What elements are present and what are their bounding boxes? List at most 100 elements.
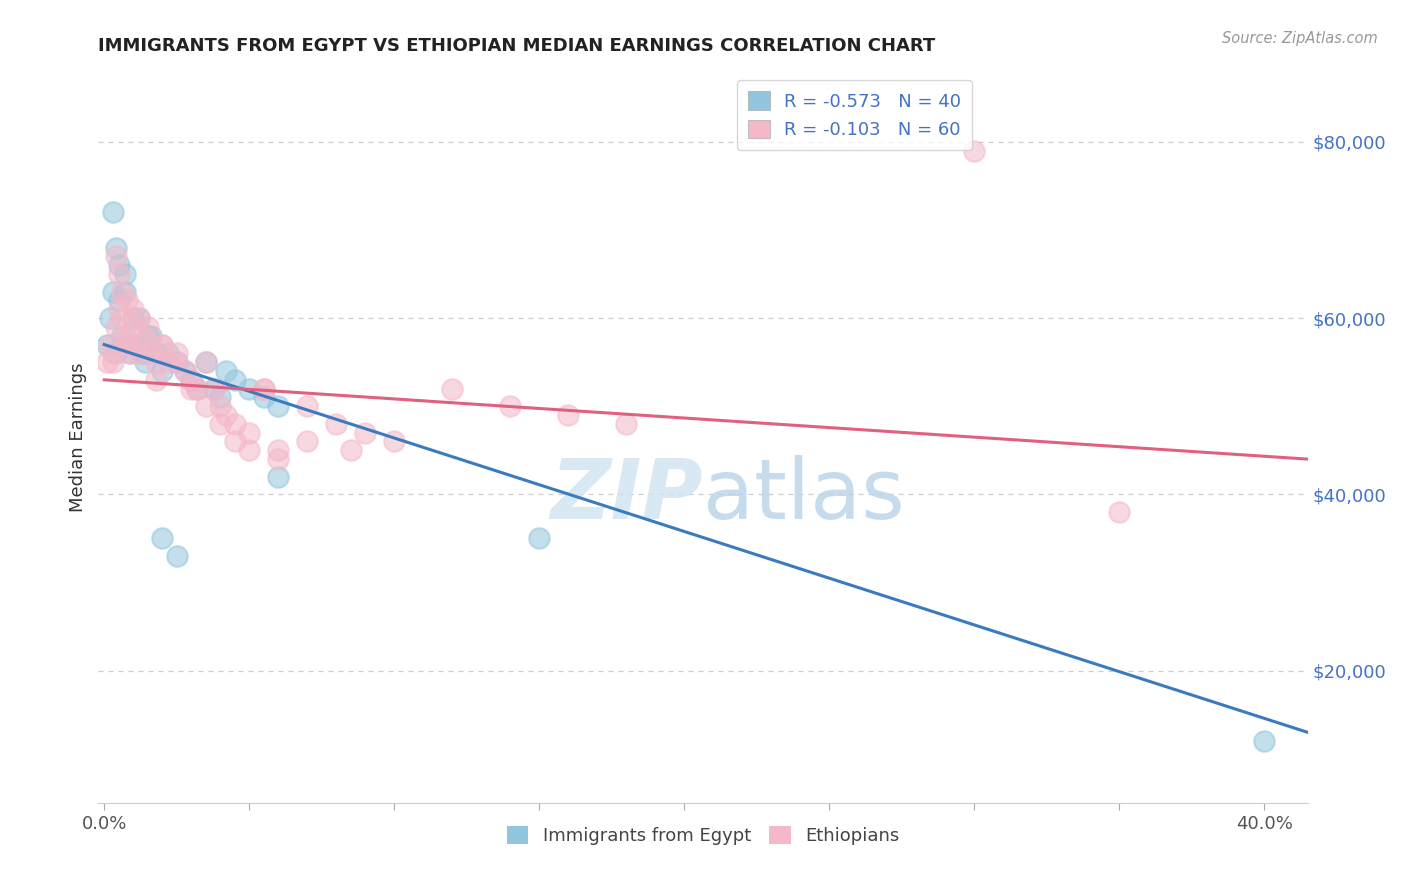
- Point: [131, 328, 153, 343]
- Point: [156, 346, 179, 360]
- Point: [202, 382, 225, 396]
- Point: [101, 346, 124, 360]
- Point: [253, 391, 276, 405]
- Point: [224, 373, 246, 387]
- Point: [166, 355, 188, 369]
- Point: [253, 382, 276, 396]
- Point: [107, 258, 129, 272]
- Point: [441, 382, 464, 396]
- Point: [117, 293, 139, 308]
- Point: [295, 434, 318, 449]
- Point: [98, 337, 121, 351]
- Point: [134, 355, 156, 369]
- Point: [136, 328, 159, 343]
- Point: [963, 144, 986, 158]
- Point: [267, 443, 290, 458]
- Point: [145, 346, 167, 360]
- Point: [128, 311, 150, 326]
- Point: [104, 241, 127, 255]
- Point: [96, 355, 118, 369]
- Point: [110, 285, 132, 299]
- Text: IMMIGRANTS FROM EGYPT VS ETHIOPIAN MEDIAN EARNINGS CORRELATION CHART: IMMIGRANTS FROM EGYPT VS ETHIOPIAN MEDIA…: [98, 37, 935, 54]
- Point: [209, 391, 232, 405]
- Point: [139, 346, 162, 360]
- Point: [128, 346, 150, 360]
- Point: [194, 399, 217, 413]
- Point: [614, 417, 637, 431]
- Point: [557, 408, 579, 422]
- Point: [339, 443, 361, 458]
- Point: [122, 320, 145, 334]
- Text: atlas: atlas: [703, 455, 904, 536]
- Point: [150, 364, 173, 378]
- Point: [131, 346, 153, 360]
- Point: [128, 311, 150, 326]
- Point: [122, 311, 145, 326]
- Point: [107, 302, 129, 317]
- Point: [267, 399, 290, 413]
- Point: [295, 399, 318, 413]
- Point: [224, 417, 246, 431]
- Point: [110, 328, 132, 343]
- Point: [1253, 734, 1275, 748]
- Point: [202, 382, 225, 396]
- Point: [150, 337, 173, 351]
- Point: [238, 443, 260, 458]
- Point: [382, 434, 405, 449]
- Point: [527, 532, 550, 546]
- Point: [186, 382, 208, 396]
- Point: [114, 337, 136, 351]
- Point: [186, 382, 208, 396]
- Point: [104, 346, 127, 360]
- Point: [117, 337, 139, 351]
- Point: [110, 311, 132, 326]
- Point: [104, 249, 127, 263]
- Point: [101, 285, 124, 299]
- Point: [101, 355, 124, 369]
- Point: [114, 285, 136, 299]
- Point: [107, 267, 129, 281]
- Point: [1108, 505, 1130, 519]
- Point: [166, 549, 188, 563]
- Point: [122, 302, 145, 317]
- Point: [98, 311, 121, 326]
- Point: [209, 417, 232, 431]
- Point: [150, 337, 173, 351]
- Point: [238, 382, 260, 396]
- Point: [180, 382, 202, 396]
- Point: [174, 364, 197, 378]
- Point: [174, 364, 197, 378]
- Point: [180, 373, 202, 387]
- Point: [325, 417, 347, 431]
- Point: [253, 382, 276, 396]
- Point: [194, 355, 217, 369]
- Point: [180, 373, 202, 387]
- Text: ZIP: ZIP: [550, 455, 703, 536]
- Point: [194, 355, 217, 369]
- Point: [499, 399, 522, 413]
- Point: [209, 399, 232, 413]
- Point: [114, 267, 136, 281]
- Y-axis label: Median Earnings: Median Earnings: [69, 362, 87, 512]
- Point: [145, 355, 167, 369]
- Point: [104, 320, 127, 334]
- Point: [139, 328, 162, 343]
- Point: [150, 532, 173, 546]
- Point: [145, 373, 167, 387]
- Point: [96, 337, 118, 351]
- Point: [120, 346, 142, 360]
- Point: [354, 425, 377, 440]
- Point: [136, 320, 159, 334]
- Point: [215, 408, 238, 422]
- Point: [117, 337, 139, 351]
- Legend: Immigrants from Egypt, Ethiopians: Immigrants from Egypt, Ethiopians: [499, 819, 907, 852]
- Point: [107, 293, 129, 308]
- Point: [156, 355, 179, 369]
- Point: [224, 434, 246, 449]
- Point: [267, 469, 290, 483]
- Point: [122, 337, 145, 351]
- Text: Source: ZipAtlas.com: Source: ZipAtlas.com: [1222, 31, 1378, 46]
- Point: [267, 452, 290, 467]
- Point: [215, 364, 238, 378]
- Point: [114, 328, 136, 343]
